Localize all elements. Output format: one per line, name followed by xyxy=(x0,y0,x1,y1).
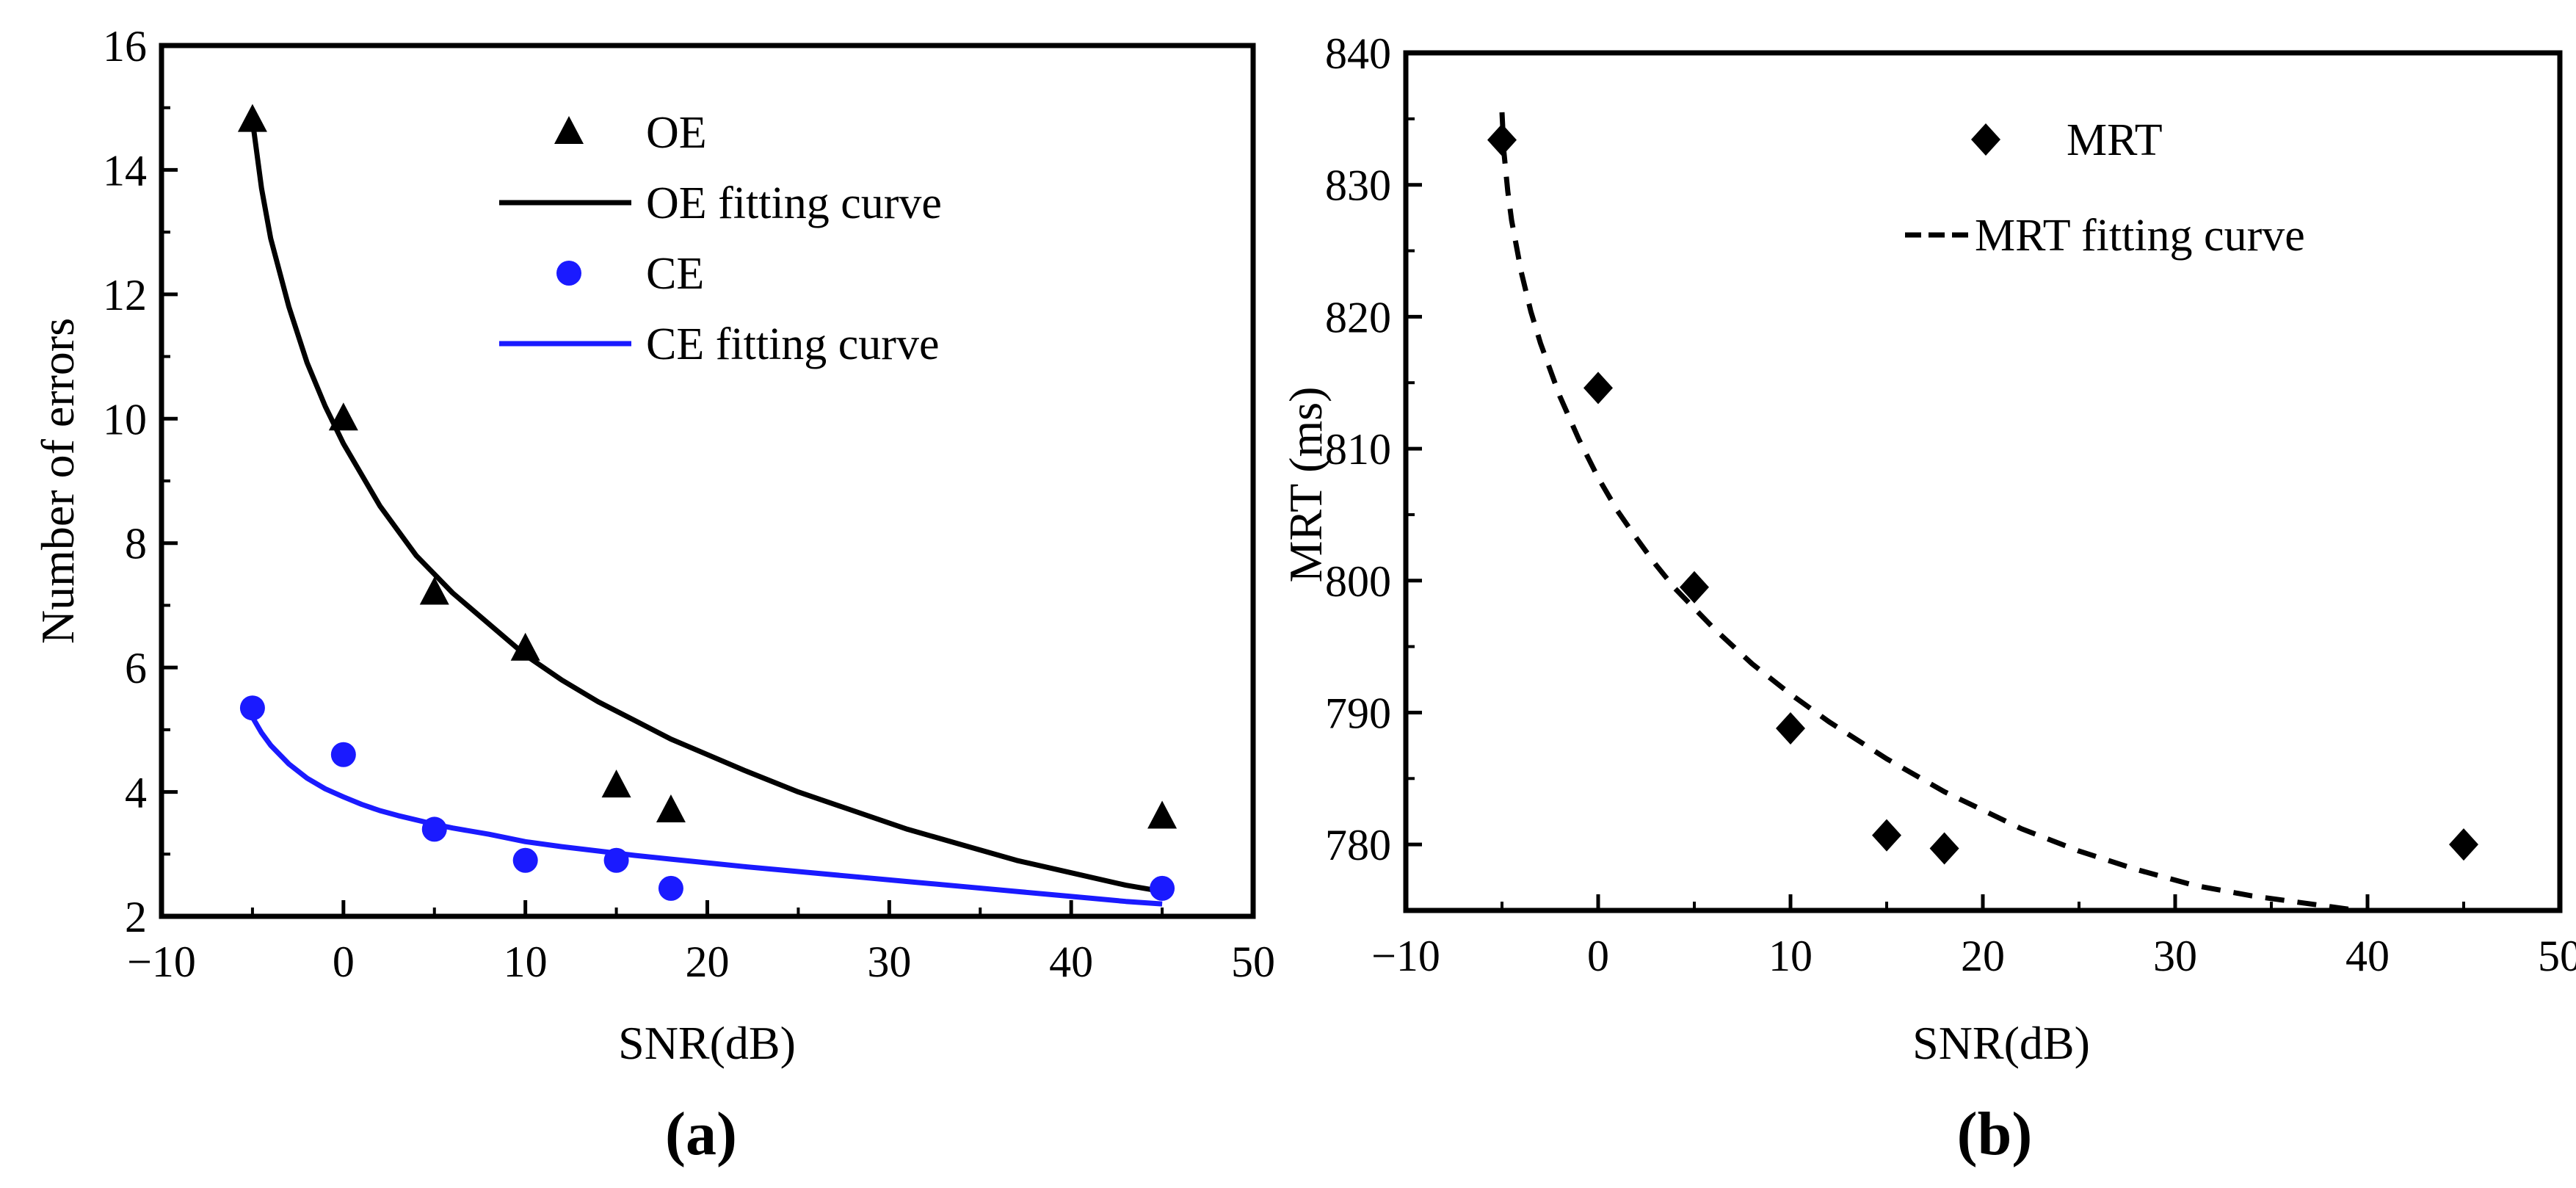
plot-frame-b xyxy=(1403,50,2563,913)
data-point-ce xyxy=(421,816,447,842)
x-tick-label: −10 xyxy=(127,938,196,986)
markers-a xyxy=(237,104,1178,901)
x-tick-label: 0 xyxy=(333,938,355,986)
y-tick-label: 8 xyxy=(125,520,147,568)
data-point-oe xyxy=(328,402,358,431)
y-tick-label: 4 xyxy=(125,769,147,817)
data-point-ce xyxy=(1150,875,1175,901)
y-tick-label: 10 xyxy=(103,395,147,443)
y-tick-label: 14 xyxy=(103,146,147,195)
x-tick-label: 30 xyxy=(2153,932,2197,980)
data-point-ce xyxy=(512,847,538,873)
data-point-mrt xyxy=(1583,372,1613,405)
y-tick-label: 790 xyxy=(1325,689,1391,737)
legend-a: OE OE fitting curve CE CE fitting curve xyxy=(499,108,942,369)
axis-ticks-b: −10 0 10 20 30 40 50 780 790 800 810 820 830 840 xyxy=(1325,29,2576,980)
x-tick-label: 20 xyxy=(686,938,730,986)
data-point-mrt xyxy=(1680,571,1709,604)
y-axis-title-a: Number of errors xyxy=(32,318,84,644)
fit-curve-mrt-fitting-curve xyxy=(1499,112,2359,913)
data-point-mrt xyxy=(1776,712,1805,745)
y-tick-label: 780 xyxy=(1325,821,1391,869)
data-point-ce xyxy=(603,847,629,873)
y-tick-label: 16 xyxy=(103,22,147,70)
data-point-ce xyxy=(330,742,356,767)
x-tick-label: 40 xyxy=(2345,932,2390,980)
y-tick-label: 820 xyxy=(1325,293,1391,341)
x-tick-label: 10 xyxy=(1768,932,1813,980)
data-point-oe xyxy=(601,769,631,798)
x-axis-title-a: SNR(dB) xyxy=(618,1017,796,1069)
legend-marker-mrt xyxy=(1971,123,2000,156)
panel-a-chart: −10 0 10 20 30 40 50 2 4 6 8 10 12 14 16 OE OE fitting … xyxy=(32,22,1275,1168)
y-tick-label: 810 xyxy=(1325,425,1391,474)
panel-label-b: (b) xyxy=(1957,1100,2033,1168)
data-point-ce xyxy=(239,695,265,721)
data-point-oe xyxy=(510,632,540,661)
fit-curves-b xyxy=(1499,112,2359,913)
legend-label: OE fitting curve xyxy=(646,178,942,228)
data-point-oe xyxy=(419,576,449,605)
plot-frame-a xyxy=(159,43,1256,919)
data-point-mrt xyxy=(1487,123,1517,156)
y-tick-label: 12 xyxy=(103,271,147,319)
y-tick-label: 800 xyxy=(1325,557,1391,606)
x-tick-label: 10 xyxy=(504,938,548,986)
legend-label: MRT fitting curve xyxy=(1975,211,2305,261)
legend-label: OE xyxy=(646,108,707,158)
legend-label: CE fitting curve xyxy=(646,319,939,369)
x-tick-label: 50 xyxy=(2538,932,2576,980)
data-point-oe xyxy=(656,794,686,822)
legend-label: CE xyxy=(646,249,704,299)
data-point-oe xyxy=(1147,800,1178,829)
x-tick-label: 30 xyxy=(867,938,911,986)
x-tick-label: 20 xyxy=(1961,932,2005,980)
data-point-oe xyxy=(237,104,267,132)
axis-ticks-a: −10 0 10 20 30 40 50 2 4 6 8 10 12 14 16 xyxy=(103,22,1275,986)
x-tick-label: 0 xyxy=(1587,932,1609,980)
x-tick-label: −10 xyxy=(1371,932,1440,980)
fit-curve-oe-fitting-curve xyxy=(250,120,1163,894)
x-axis-title-b: SNR(dB) xyxy=(1912,1017,2090,1069)
data-point-mrt xyxy=(1929,832,1959,865)
y-axis-title-b: MRT (ms) xyxy=(1280,387,1332,583)
legend-marker-oe xyxy=(554,116,584,144)
x-tick-label: 50 xyxy=(1231,938,1275,986)
y-tick-label: 2 xyxy=(125,893,147,941)
fit-curves-a xyxy=(250,120,1163,907)
data-point-mrt xyxy=(2449,828,2478,861)
data-point-mrt xyxy=(1872,819,1901,852)
x-tick-label: 40 xyxy=(1049,938,1093,986)
y-tick-label: 830 xyxy=(1325,162,1391,210)
y-tick-label: 6 xyxy=(125,644,147,692)
panel-label-a: (a) xyxy=(665,1100,737,1168)
legend-marker-ce xyxy=(556,261,581,286)
markers-b xyxy=(1487,123,2478,865)
legend-b: MRT MRT fitting curve xyxy=(1905,115,2305,261)
data-point-ce xyxy=(658,875,683,901)
y-tick-label: 840 xyxy=(1325,29,1391,78)
fit-curve-ce-fitting-curve xyxy=(250,716,1163,907)
legend-label: MRT xyxy=(2067,115,2163,165)
